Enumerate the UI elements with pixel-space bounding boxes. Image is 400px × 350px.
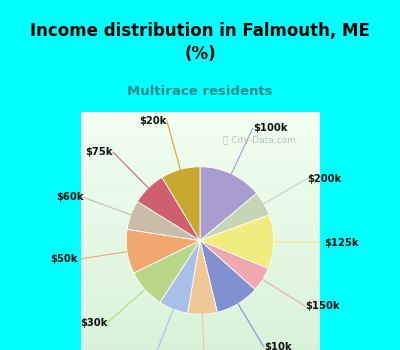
Text: $125k: $125k (324, 238, 358, 247)
Wedge shape (200, 240, 268, 289)
Text: $150k: $150k (305, 301, 340, 311)
Text: $20k: $20k (140, 116, 167, 126)
Wedge shape (137, 177, 200, 240)
Wedge shape (126, 229, 200, 273)
Text: $30k: $30k (80, 318, 107, 328)
Text: $200k: $200k (307, 174, 342, 183)
Wedge shape (160, 240, 200, 313)
Text: Multirace residents: Multirace residents (127, 85, 273, 98)
Text: Income distribution in Falmouth, ME
(%): Income distribution in Falmouth, ME (%) (30, 22, 370, 63)
Wedge shape (200, 215, 274, 268)
Wedge shape (200, 194, 269, 240)
Wedge shape (162, 167, 200, 240)
Text: ⓘ City-Data.com: ⓘ City-Data.com (223, 136, 296, 145)
Wedge shape (134, 240, 200, 302)
Wedge shape (127, 202, 200, 240)
Wedge shape (188, 240, 217, 314)
Text: $100k: $100k (253, 123, 287, 133)
Wedge shape (200, 167, 257, 240)
Text: $50k: $50k (50, 254, 78, 264)
Wedge shape (200, 240, 255, 312)
Text: $60k: $60k (56, 193, 84, 202)
Text: $10k: $10k (264, 342, 292, 350)
Text: $75k: $75k (86, 147, 113, 157)
